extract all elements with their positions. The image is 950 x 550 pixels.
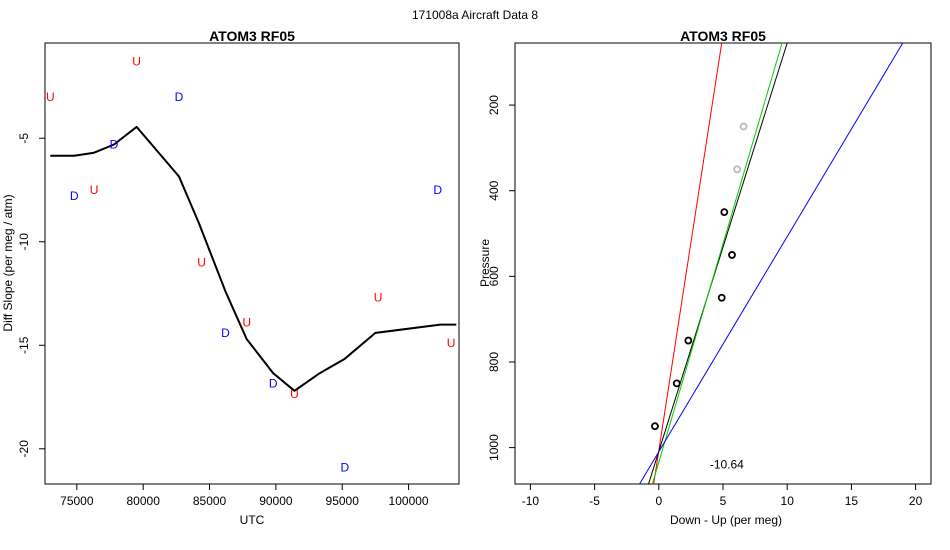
data-point bbox=[672, 379, 681, 388]
y-tick-label: 800 bbox=[487, 352, 501, 372]
down-marker: D bbox=[110, 137, 119, 151]
x-tick-label: -5 bbox=[589, 494, 600, 508]
y-tick-label: -10 bbox=[17, 233, 31, 251]
fit-lines bbox=[639, 43, 904, 484]
x-tick-label: 100000 bbox=[389, 494, 429, 508]
down-marker: D bbox=[70, 189, 79, 203]
x-tick-label: 5 bbox=[720, 494, 727, 508]
chart-title: ATOM3 RF05 bbox=[680, 28, 766, 44]
figure-title: 171008a Aircraft Data 8 bbox=[412, 8, 538, 22]
data-point bbox=[728, 251, 736, 259]
y-tick-label: 600 bbox=[487, 266, 501, 286]
chart-title: ATOM3 RF05 bbox=[209, 28, 295, 44]
y-tick-label: -15 bbox=[17, 336, 31, 354]
up-marker: U bbox=[447, 336, 456, 350]
series-line bbox=[50, 125, 457, 392]
slope-annotation: -10.64 bbox=[710, 458, 744, 472]
down-marker: D bbox=[221, 326, 230, 340]
fit-line bbox=[648, 43, 788, 484]
data-point bbox=[733, 165, 742, 174]
y-tick-label: -20 bbox=[17, 440, 31, 458]
x-tick-label: 95000 bbox=[326, 494, 360, 508]
x-tick-label: 15 bbox=[845, 494, 859, 508]
fit-line bbox=[653, 43, 723, 484]
data-point bbox=[651, 422, 659, 431]
x-axis-label: UTC bbox=[240, 513, 265, 527]
plot-frame bbox=[44, 42, 460, 485]
panel-diff-slope: ATOM3 RF05 UTC Diff Slope (per meg / atm… bbox=[1, 28, 460, 527]
data-point bbox=[684, 336, 693, 345]
plot-frame bbox=[514, 42, 932, 485]
down-marker: D bbox=[341, 460, 350, 474]
y-tick-label: 200 bbox=[487, 95, 501, 115]
down-marker: D bbox=[433, 183, 442, 197]
y-tick-label: 1000 bbox=[487, 434, 501, 461]
x-tick-label: -10 bbox=[522, 494, 540, 508]
up-marker: U bbox=[132, 55, 141, 69]
y-axis-label: Diff Slope (per meg / atm) bbox=[1, 194, 15, 331]
x-tick-label: 90000 bbox=[259, 494, 293, 508]
panel-pressure-profile: ATOM3 RF05 Down - Up (per meg) Pressure … bbox=[478, 28, 932, 527]
up-marker: U bbox=[374, 291, 383, 305]
fit-line bbox=[651, 43, 783, 484]
fit-line bbox=[639, 43, 904, 484]
down-marker: D bbox=[269, 377, 278, 391]
x-tick-label: 0 bbox=[655, 494, 662, 508]
data-point bbox=[720, 208, 729, 217]
x-tick-label: 75000 bbox=[60, 494, 94, 508]
up-marker: U bbox=[197, 255, 206, 269]
y-tick-label: -5 bbox=[17, 133, 31, 144]
y-axis-label: Pressure bbox=[478, 239, 492, 287]
x-tick-label: 80000 bbox=[127, 494, 161, 508]
data-point bbox=[739, 122, 748, 131]
y-tick-label: 400 bbox=[487, 180, 501, 200]
up-marker: U bbox=[90, 183, 99, 197]
up-marker: U bbox=[242, 316, 251, 330]
down-marker: D bbox=[175, 90, 184, 104]
x-axis-label: Down - Up (per meg) bbox=[670, 513, 782, 527]
up-marker: U bbox=[46, 90, 55, 104]
up-marker: U bbox=[290, 387, 299, 401]
x-tick-label: 20 bbox=[909, 494, 923, 508]
x-tick-label: 85000 bbox=[193, 494, 227, 508]
x-tick-label: 10 bbox=[781, 494, 795, 508]
data-point bbox=[717, 293, 726, 302]
